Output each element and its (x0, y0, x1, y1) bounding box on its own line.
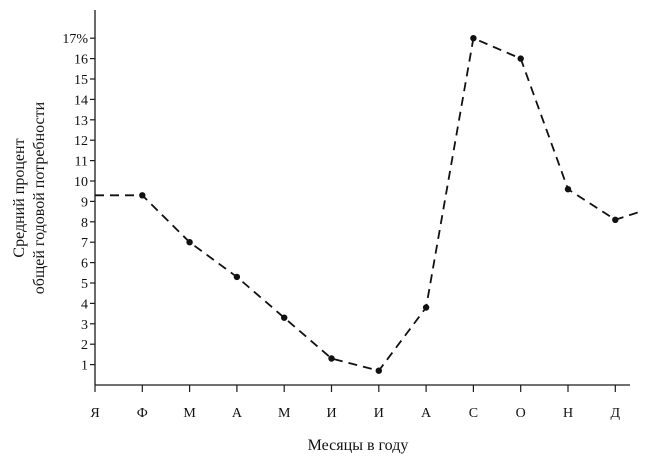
y-tick-label: 1 (81, 359, 88, 374)
y-axis-title: Средний процент общей годовой потребност… (11, 101, 48, 294)
x-tick-label: И (374, 406, 384, 421)
y-tick-label: 10 (74, 175, 88, 190)
data-point (328, 355, 335, 362)
x-tick-label: А (421, 406, 432, 421)
x-tick-label: О (516, 406, 526, 421)
y-tick-label: 14 (74, 93, 88, 108)
y-axis-title-line-1: Средний процент (11, 138, 28, 257)
data-point (186, 239, 193, 246)
data-point (422, 304, 430, 311)
y-tick-label: 9 (81, 195, 88, 210)
x-tick-label: И (326, 406, 336, 421)
y-tick-label: 5 (81, 277, 88, 292)
data-point (612, 216, 619, 223)
x-tick-label: М (278, 406, 291, 421)
y-tick-label: 8 (81, 216, 88, 231)
data-point (517, 55, 524, 62)
series-line (95, 36, 641, 372)
y-tick-label: 13 (74, 114, 88, 129)
data-point (470, 35, 477, 42)
y-tick-label: 17% (62, 32, 88, 47)
x-tick-label: С (469, 406, 478, 421)
x-tick-label: Д (611, 406, 621, 421)
data-point (564, 186, 572, 193)
x-axis-title: Месяцы в году (308, 437, 409, 454)
data-point (139, 192, 146, 199)
y-tick-label: 3 (81, 318, 88, 333)
axes (94, 10, 630, 386)
y-tick-label: 7 (81, 236, 88, 251)
y-tick-label: 2 (81, 338, 88, 353)
x-tick-label: М (183, 406, 196, 421)
y-tick-label: 15 (74, 73, 88, 88)
data-point (281, 314, 288, 321)
y-tick-label: 6 (81, 257, 88, 272)
data-point (233, 273, 241, 281)
x-tick-label: Я (90, 406, 99, 421)
y-axis-title-line-2: общей годовой потребности (31, 101, 48, 294)
axis-titles: Месяцы в году Средний процент общей годо… (11, 101, 408, 454)
y-tick-label: 16 (74, 53, 88, 68)
y-tick-label: 12 (74, 134, 88, 149)
series (95, 36, 641, 372)
y-tick-label: 4 (81, 297, 88, 312)
data-point (375, 367, 382, 374)
x-tick-label: А (232, 406, 243, 421)
y-tick-label: 11 (75, 155, 88, 170)
x-tick-label: Ф (137, 406, 148, 421)
x-tick-label: Н (563, 406, 573, 421)
data-points (139, 35, 619, 374)
